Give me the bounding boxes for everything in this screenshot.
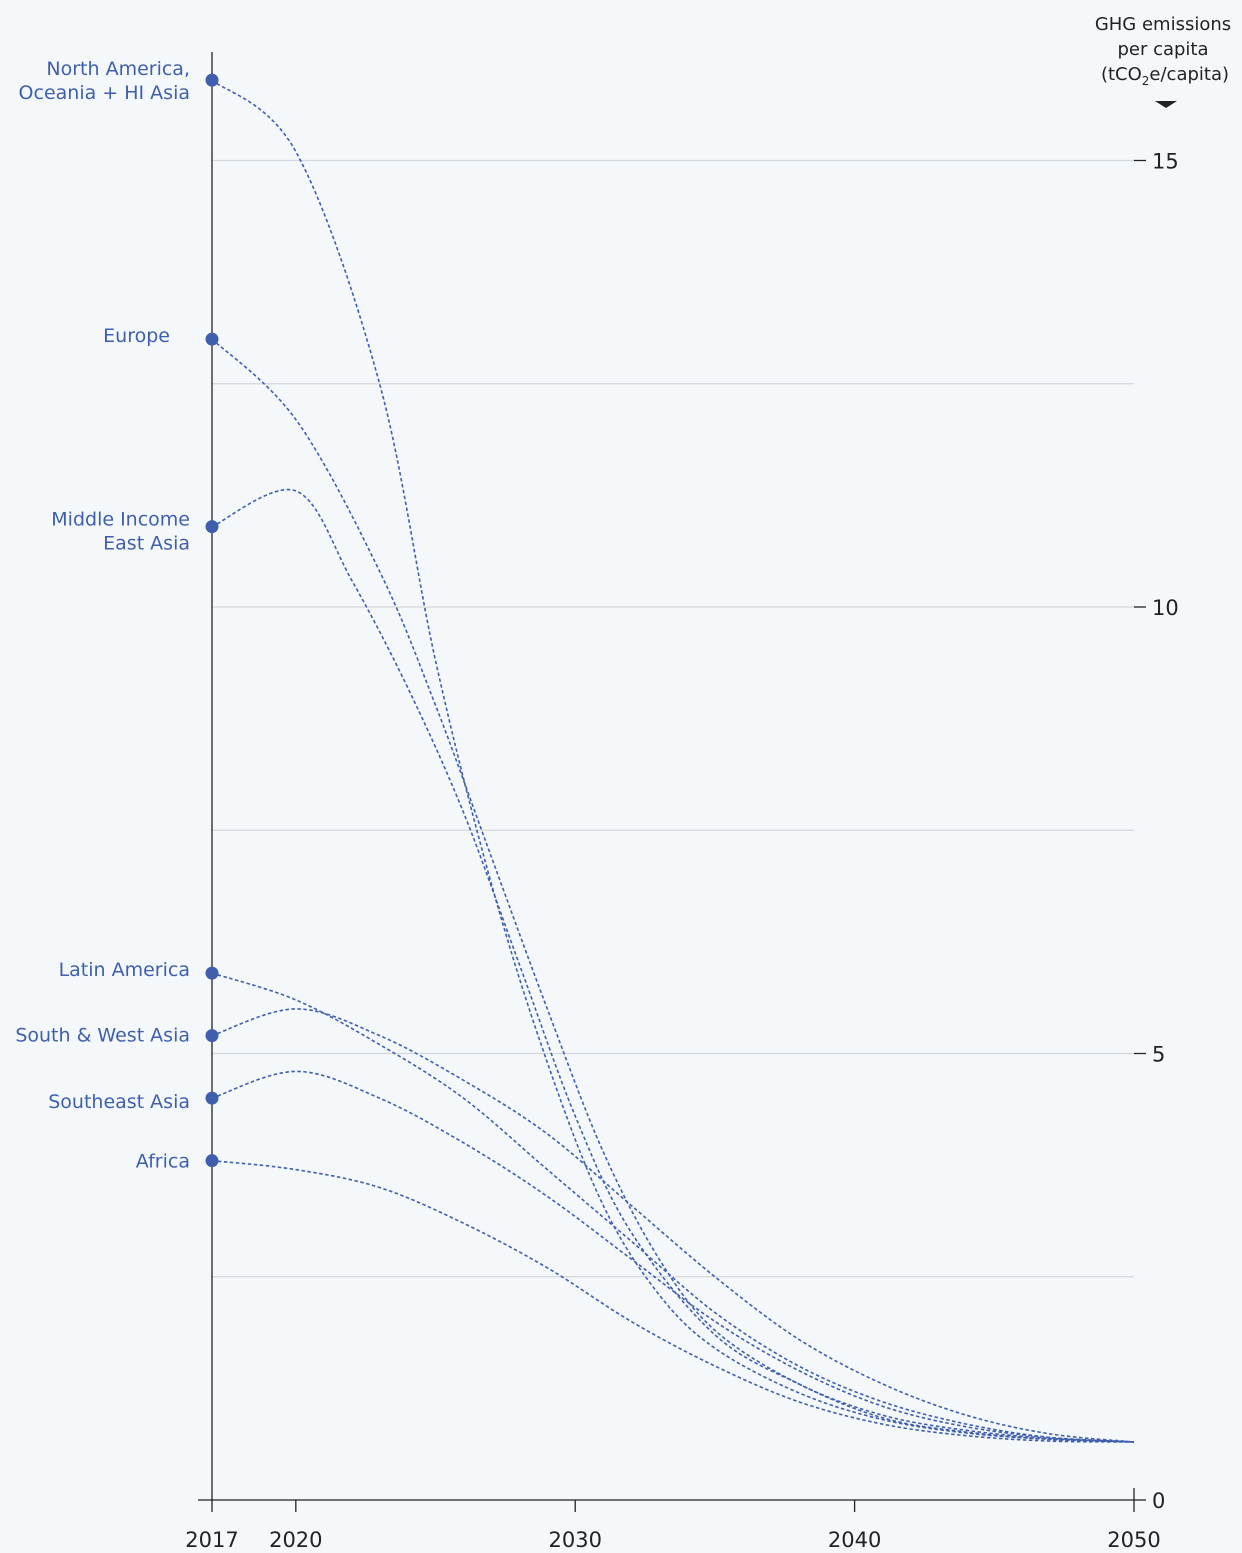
x-tick-label: 2040 <box>828 1528 881 1552</box>
series-start-point <box>205 73 219 87</box>
series-label: North America, <box>46 58 190 80</box>
series-label: Middle Income <box>51 509 190 531</box>
series-line <box>211 488 1135 1443</box>
series-start-point <box>205 1091 219 1105</box>
y-axis-title-line2: per capita <box>1117 39 1208 60</box>
series-label: Latin America <box>59 959 190 981</box>
gridlines <box>212 159 1134 1278</box>
series-start-point <box>205 1029 219 1043</box>
axes: 0 5 10 15 2017 2020 2030 2040 2050 <box>185 52 1179 1552</box>
y-axis-arrow-icon <box>1155 101 1177 108</box>
x-tick-label: 2030 <box>548 1528 601 1552</box>
y-tick-label: 15 <box>1152 150 1179 174</box>
series-label: South & West Asia <box>15 1025 190 1047</box>
series-label: East Asia <box>103 533 190 555</box>
y-axis-title-line3: (tCO2e/capita) <box>1101 64 1229 88</box>
series-line <box>211 1008 1135 1443</box>
y-axis-title: GHG emissions per capita (tCO2e/capita) <box>1095 14 1231 108</box>
series-lines <box>205 73 1135 1443</box>
series-line <box>211 1070 1135 1443</box>
y-tick-label: 0 <box>1152 1489 1165 1513</box>
y-axis-title-line1: GHG emissions <box>1095 14 1231 35</box>
y-axis-title-subscript: 2 <box>1142 74 1150 88</box>
x-tick-label: 2050 <box>1107 1528 1160 1552</box>
series-label: Europe <box>103 325 170 347</box>
series-label: Africa <box>136 1151 190 1173</box>
series-labels: North America,Oceania + HI Asia Europe Mid… <box>15 58 190 1173</box>
series-label: Southeast Asia <box>48 1091 190 1113</box>
y-axis-title-line3-post: e/capita) <box>1149 64 1229 85</box>
y-tick-label: 5 <box>1152 1043 1165 1067</box>
series-line <box>211 972 1135 1443</box>
y-tick-label: 10 <box>1152 596 1179 620</box>
series-line <box>211 1159 1135 1443</box>
series-start-point <box>205 520 219 534</box>
series-line <box>211 338 1135 1443</box>
series-line <box>211 79 1135 1443</box>
series-label: Oceania + HI Asia <box>19 82 190 104</box>
x-tick-label: 2020 <box>269 1528 322 1552</box>
series-start-point <box>205 1154 219 1168</box>
x-tick-label: 2017 <box>185 1528 238 1552</box>
series-start-point <box>205 966 219 980</box>
y-axis-title-line3-pre: (tCO <box>1101 64 1142 85</box>
series-start-point <box>205 332 219 346</box>
